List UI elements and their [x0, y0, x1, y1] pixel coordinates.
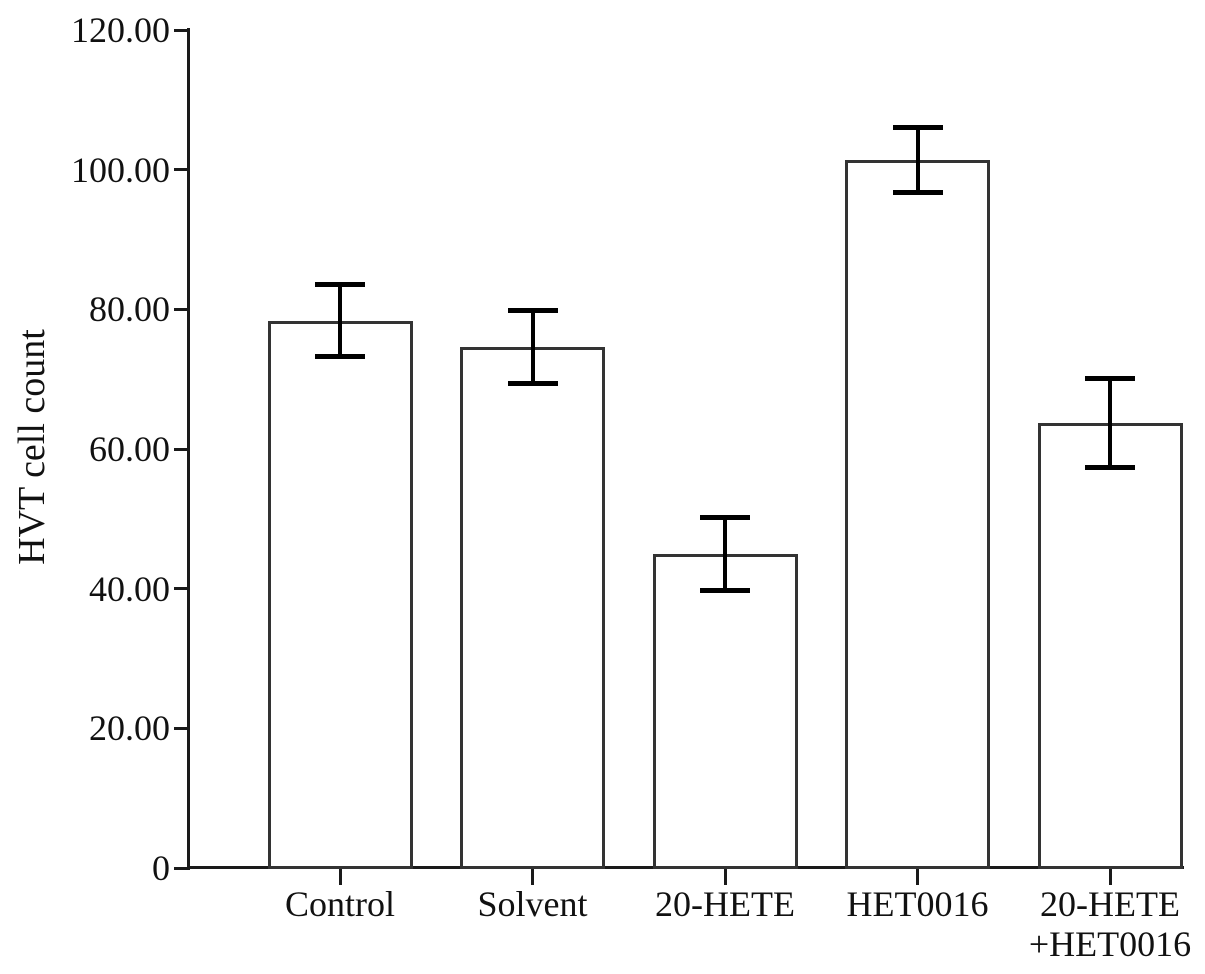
- y-tick: [174, 587, 187, 591]
- y-tick-label: 40.00: [89, 568, 170, 609]
- y-tick: [174, 726, 187, 730]
- error-bar-top-cap: [315, 281, 365, 287]
- y-tick: [174, 28, 187, 32]
- error-bar-bottom-cap: [892, 189, 943, 195]
- error-bar-top-cap: [1085, 375, 1135, 381]
- bar: [845, 159, 990, 869]
- error-bar-line: [915, 127, 920, 192]
- x-tick-label: 20-HETE +HET0016: [990, 884, 1205, 964]
- x-tick: [531, 869, 534, 885]
- error-bar-line: [530, 310, 535, 384]
- y-tick: [174, 447, 187, 451]
- error-bar-top-cap: [892, 125, 943, 131]
- y-tick: [174, 168, 187, 172]
- error-bar-line: [338, 284, 342, 357]
- x-tick: [338, 869, 342, 885]
- y-tick: [174, 307, 187, 311]
- y-axis-line: [187, 28, 190, 870]
- x-tick-label-line: +HET0016: [1028, 924, 1192, 964]
- bar: [1037, 423, 1183, 869]
- y-tick-label: 80.00: [89, 289, 170, 330]
- error-bar-bottom-cap: [507, 380, 558, 386]
- x-tick-label-line: HET0016: [846, 884, 989, 924]
- x-tick: [723, 869, 727, 885]
- error-bar-bottom-cap: [700, 587, 750, 593]
- error-bar-bottom-cap: [1085, 465, 1135, 471]
- bar: [652, 553, 798, 869]
- y-tick-label: 100.00: [71, 149, 170, 190]
- y-tick-label: 60.00: [89, 429, 170, 469]
- error-bar-top-cap: [507, 308, 558, 314]
- x-tick: [1108, 869, 1112, 885]
- error-bar-bottom-cap: [315, 354, 365, 360]
- x-tick-label-line: Solvent: [477, 884, 588, 924]
- x-tick-label: HET0016: [798, 884, 1038, 924]
- x-tick: [916, 869, 919, 885]
- error-bar-top-cap: [700, 514, 750, 520]
- x-tick-label-line: Control: [284, 884, 395, 924]
- error-bar-line: [1108, 378, 1112, 468]
- bar: [267, 320, 413, 869]
- x-tick-label: 20-HETE: [605, 884, 845, 924]
- y-tick-label: 20.00: [89, 708, 170, 749]
- x-tick-label: Solvent: [413, 884, 653, 924]
- x-tick-label-line: 20-HETE: [1040, 884, 1180, 924]
- y-tick-label: 0: [152, 848, 170, 888]
- y-tick: [174, 866, 187, 870]
- error-bar-line: [723, 517, 727, 591]
- x-tick-label-line: 20-HETE: [655, 884, 795, 924]
- x-tick-label: Control: [220, 884, 460, 924]
- bar: [460, 347, 605, 869]
- y-tick-label: 120.00: [71, 10, 170, 50]
